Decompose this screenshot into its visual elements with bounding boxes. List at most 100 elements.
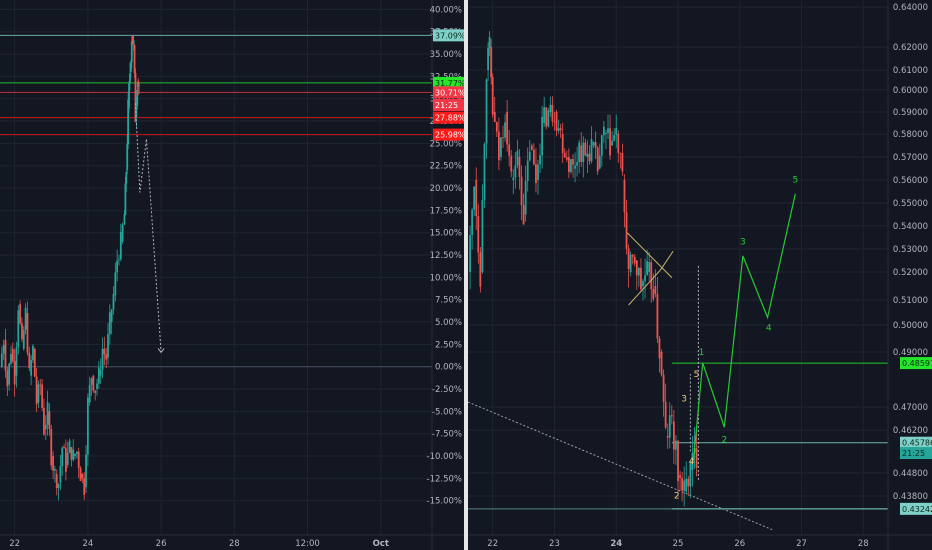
right-candle-body (689, 461, 692, 487)
left-candle-body (129, 62, 132, 72)
left-y-tick-label: -15.00% (427, 497, 462, 507)
left-candle-body (50, 428, 53, 466)
right-candle-body (477, 216, 480, 253)
left-candle-body (63, 447, 65, 449)
left-chart-panel[interactable]: 40.00%37.50%35.00%32.50%30.00%27.50%25.0… (0, 0, 464, 550)
right-candle-body (504, 122, 506, 138)
right-candle-body (662, 374, 665, 402)
left-y-tick-label: -10.00% (427, 452, 462, 462)
left-y-tick-label: 25.00% (430, 139, 462, 149)
left-y-tick-label: 22.50% (430, 162, 462, 172)
left-candle-body (132, 40, 135, 44)
left-candle-body (28, 352, 31, 369)
left-candle-body (130, 41, 133, 63)
left-candle-body (75, 451, 78, 454)
left-candle-body (92, 375, 95, 391)
right-y-tick-label: 0.56000 (893, 176, 928, 186)
right-candle-body (607, 128, 609, 133)
right-candle-body (666, 436, 669, 438)
left-chart-svg[interactable]: 40.00%37.50%35.00%32.50%30.00%27.50%25.0… (0, 0, 464, 550)
left-candle-body (54, 469, 56, 471)
left-candle-body (64, 448, 67, 472)
right-wave-label-green: 4 (766, 323, 772, 333)
right-candle-body (631, 254, 634, 257)
left-candle-body (19, 304, 22, 324)
left-price-badge (433, 86, 464, 99)
left-candle-body (129, 73, 131, 84)
right-candle-body (483, 143, 486, 201)
right-candle-body (642, 280, 644, 286)
right-candle-body (602, 126, 605, 136)
left-candle-body (114, 272, 117, 296)
right-candle-body (553, 121, 556, 123)
left-candle-body (41, 384, 44, 408)
left-y-tick-label: -7.50% (432, 430, 462, 440)
left-y-tick-label: -5.00% (432, 407, 462, 417)
left-y-tick-label: 12.50% (430, 251, 462, 261)
right-y-tick-label: 0.59000 (893, 108, 928, 118)
right-candle-body (547, 110, 550, 127)
left-candle-body (88, 384, 91, 403)
left-x-tick-label: 26 (156, 539, 167, 549)
left-candle-body (32, 345, 34, 361)
right-candle-body (685, 478, 688, 492)
right-candle-body (510, 155, 513, 172)
right-candle-body (578, 142, 581, 163)
right-candle-body (619, 152, 622, 154)
left-candle-body (2, 344, 5, 354)
right-wave-label-green: 5 (792, 175, 798, 185)
left-price-badge (433, 111, 464, 124)
left-candle-body (108, 312, 111, 335)
left-x-tick-label: 12:00 (295, 539, 320, 549)
left-candle-body (15, 347, 18, 376)
left-candle-body (52, 456, 54, 471)
right-wave-label-white: 2 (674, 491, 680, 501)
right-candle-body (592, 142, 595, 146)
left-candle-body (128, 83, 130, 108)
right-candle-body (497, 131, 500, 161)
right-candle-body (469, 234, 471, 272)
right-candle-body (627, 248, 630, 269)
left-y-tick-label: 5.00% (435, 318, 462, 328)
left-candle-body (85, 454, 87, 488)
right-candle-body (481, 200, 484, 272)
right-candle-body (594, 142, 597, 148)
right-y-tick-label: 0.57000 (893, 153, 928, 163)
left-price-badge (433, 128, 464, 141)
left-candle-body (48, 411, 51, 429)
right-wave-label-white: 4 (689, 457, 695, 467)
left-candle-body (96, 383, 98, 390)
left-candle-body (116, 260, 119, 273)
right-candle-body (535, 164, 537, 184)
right-y-tick-label: 0.55000 (893, 199, 928, 209)
left-price-badge-text: 30.71% (435, 88, 464, 97)
left-candle-body (110, 309, 113, 323)
right-candle-body (475, 180, 478, 217)
right-candle-body (557, 128, 560, 131)
right-chart-svg[interactable]: 3425123450.640000.620000.610000.600000.5… (468, 0, 932, 550)
left-candle-body (39, 384, 42, 386)
left-y-tick-label: 2.50% (435, 340, 462, 350)
right-candle-body (675, 440, 677, 450)
right-candle-body (687, 478, 690, 487)
left-price-badge (433, 76, 464, 89)
right-price-badge (900, 502, 932, 515)
right-wave-label-green: 3 (740, 237, 746, 247)
right-wave-label-white: 5 (694, 370, 700, 380)
right-candle-body (644, 275, 646, 281)
right-candle-body (520, 176, 523, 206)
right-y-tick-label: 0.54000 (893, 222, 928, 232)
left-candle-body (137, 80, 140, 87)
right-candle-body (588, 153, 591, 162)
left-candle-body (97, 367, 100, 384)
right-y-tick-label: 0.64000 (893, 3, 928, 13)
right-candle-body (516, 150, 519, 166)
right-chart-panel[interactable]: 3 4 2 5 1 2 3 4 5 0.64000 0.62000 0.61000 0.60000 0.5… (468, 0, 932, 550)
right-candle-body (635, 260, 638, 276)
panel-divider[interactable] (464, 0, 468, 550)
left-candle-body (124, 183, 127, 215)
right-candle-body (570, 159, 572, 173)
left-candle-body (74, 453, 76, 457)
right-candle-body (502, 137, 504, 139)
right-triangle-pattern (626, 232, 674, 306)
